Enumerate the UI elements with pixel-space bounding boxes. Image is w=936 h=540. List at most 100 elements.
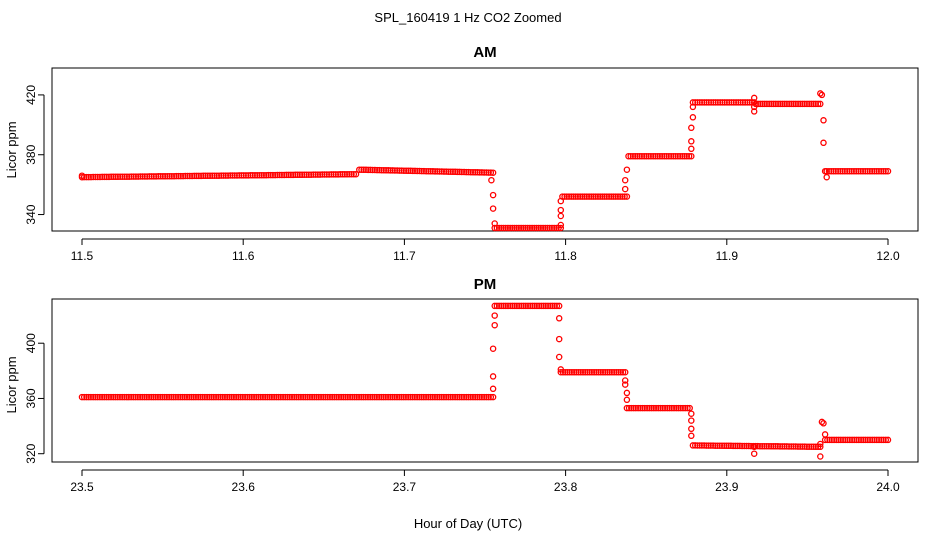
pm-data-point bbox=[694, 442, 701, 449]
pm-data-point bbox=[203, 393, 211, 401]
am-data-point bbox=[240, 172, 247, 179]
am-data-point bbox=[427, 168, 434, 175]
pm-data-point bbox=[295, 393, 302, 401]
am-data-point bbox=[817, 100, 824, 108]
am-data-point bbox=[343, 171, 351, 178]
am-data-point bbox=[292, 171, 299, 179]
am-data-point bbox=[768, 100, 775, 108]
am-data-point bbox=[498, 224, 505, 232]
am-data-point bbox=[761, 100, 768, 108]
pm-data-point bbox=[402, 393, 410, 401]
pm-data-point bbox=[495, 302, 503, 310]
am-data-point bbox=[531, 224, 538, 232]
pm-data-point bbox=[756, 442, 764, 450]
pm-data-point bbox=[489, 385, 497, 393]
am-data-point bbox=[152, 173, 160, 180]
pm-data-point bbox=[353, 393, 361, 401]
am-panel: AM Licor ppm 11.5 11.6 11.7 11.8 11.9 12.0 34… bbox=[4, 44, 919, 263]
am-data-point bbox=[489, 191, 497, 199]
am-x-tick-label: 11.9 bbox=[716, 249, 739, 263]
am-data-point bbox=[303, 171, 310, 178]
pm-data-point bbox=[456, 393, 463, 401]
pm-data-point bbox=[727, 442, 735, 450]
am-data-point bbox=[520, 224, 527, 232]
am-data-point bbox=[170, 172, 178, 180]
pm-data-point bbox=[842, 436, 849, 444]
pm-data-point bbox=[378, 393, 385, 401]
pm-data-point bbox=[617, 368, 625, 376]
am-data-point bbox=[625, 152, 632, 160]
pm-data-point bbox=[835, 436, 842, 444]
pm-data-point bbox=[686, 404, 693, 412]
pm-data-point bbox=[652, 404, 660, 412]
am-data-point bbox=[489, 169, 497, 176]
pm-data-point bbox=[478, 393, 486, 401]
pm-data-point bbox=[313, 393, 320, 401]
am-data-point bbox=[790, 100, 797, 108]
pm-data-point bbox=[161, 393, 168, 401]
am-data-point bbox=[818, 91, 826, 99]
am-data-point bbox=[393, 167, 401, 174]
am-data-point bbox=[710, 99, 717, 106]
pm-data-point bbox=[736, 442, 744, 450]
pm-data-point bbox=[219, 393, 226, 401]
am-data-point bbox=[820, 139, 827, 147]
am-data-point bbox=[206, 172, 214, 180]
pm-data-point bbox=[315, 393, 323, 401]
am-data-point bbox=[788, 100, 795, 108]
pm-data-point bbox=[738, 442, 746, 450]
pm-data-point bbox=[487, 393, 495, 401]
pm-data-point bbox=[623, 396, 631, 404]
am-data-point bbox=[447, 168, 454, 175]
pm-data-point bbox=[85, 393, 92, 401]
pm-data-point bbox=[709, 442, 717, 449]
am-data-point bbox=[296, 171, 304, 179]
pm-data-point bbox=[689, 442, 697, 449]
am-data-point bbox=[356, 166, 363, 173]
pm-data-point bbox=[266, 393, 273, 401]
am-data-point bbox=[581, 193, 588, 200]
am-data-point bbox=[380, 166, 388, 174]
pm-data-point bbox=[375, 393, 383, 401]
am-data-point bbox=[92, 173, 99, 181]
pm-data-point bbox=[779, 443, 786, 450]
pm-data-point bbox=[132, 393, 139, 401]
pm-data-point bbox=[720, 442, 728, 450]
pm-data-point bbox=[232, 393, 240, 401]
pm-data-point bbox=[331, 393, 338, 401]
pm-data-point bbox=[684, 404, 691, 412]
pm-data-point bbox=[871, 436, 878, 444]
pm-data-point bbox=[524, 302, 532, 310]
am-data-point bbox=[557, 224, 565, 232]
pm-data-point bbox=[493, 302, 501, 310]
am-data-point bbox=[689, 114, 697, 121]
am-data-point bbox=[557, 221, 565, 229]
pm-data-point bbox=[206, 393, 213, 401]
am-x-tick-label: 12.0 bbox=[876, 249, 900, 263]
pm-data-point bbox=[467, 393, 474, 401]
pm-data-point bbox=[159, 393, 166, 401]
am-data-point bbox=[405, 167, 412, 175]
pm-data-point bbox=[808, 443, 815, 450]
pm-data-point bbox=[476, 393, 483, 401]
am-data-point bbox=[732, 99, 740, 106]
am-data-point bbox=[797, 100, 804, 108]
am-data-point bbox=[792, 100, 800, 108]
pm-data-point bbox=[110, 393, 117, 401]
pm-data-point bbox=[830, 436, 838, 444]
pm-x-tick-label: 23.5 bbox=[70, 480, 94, 494]
am-data-point bbox=[422, 167, 430, 175]
am-data-point bbox=[744, 99, 751, 106]
am-data-point bbox=[643, 152, 650, 160]
pm-data-point bbox=[183, 393, 191, 401]
am-panel-title: AM bbox=[473, 44, 496, 61]
am-data-point bbox=[612, 193, 619, 200]
am-data-point bbox=[557, 206, 565, 214]
am-data-point bbox=[94, 173, 101, 181]
pm-data-point bbox=[509, 302, 516, 310]
pm-data-point bbox=[538, 302, 545, 310]
pm-data-point bbox=[349, 393, 356, 401]
am-data-point bbox=[557, 197, 565, 205]
am-data-point bbox=[694, 99, 701, 106]
pm-data-point bbox=[498, 302, 505, 310]
